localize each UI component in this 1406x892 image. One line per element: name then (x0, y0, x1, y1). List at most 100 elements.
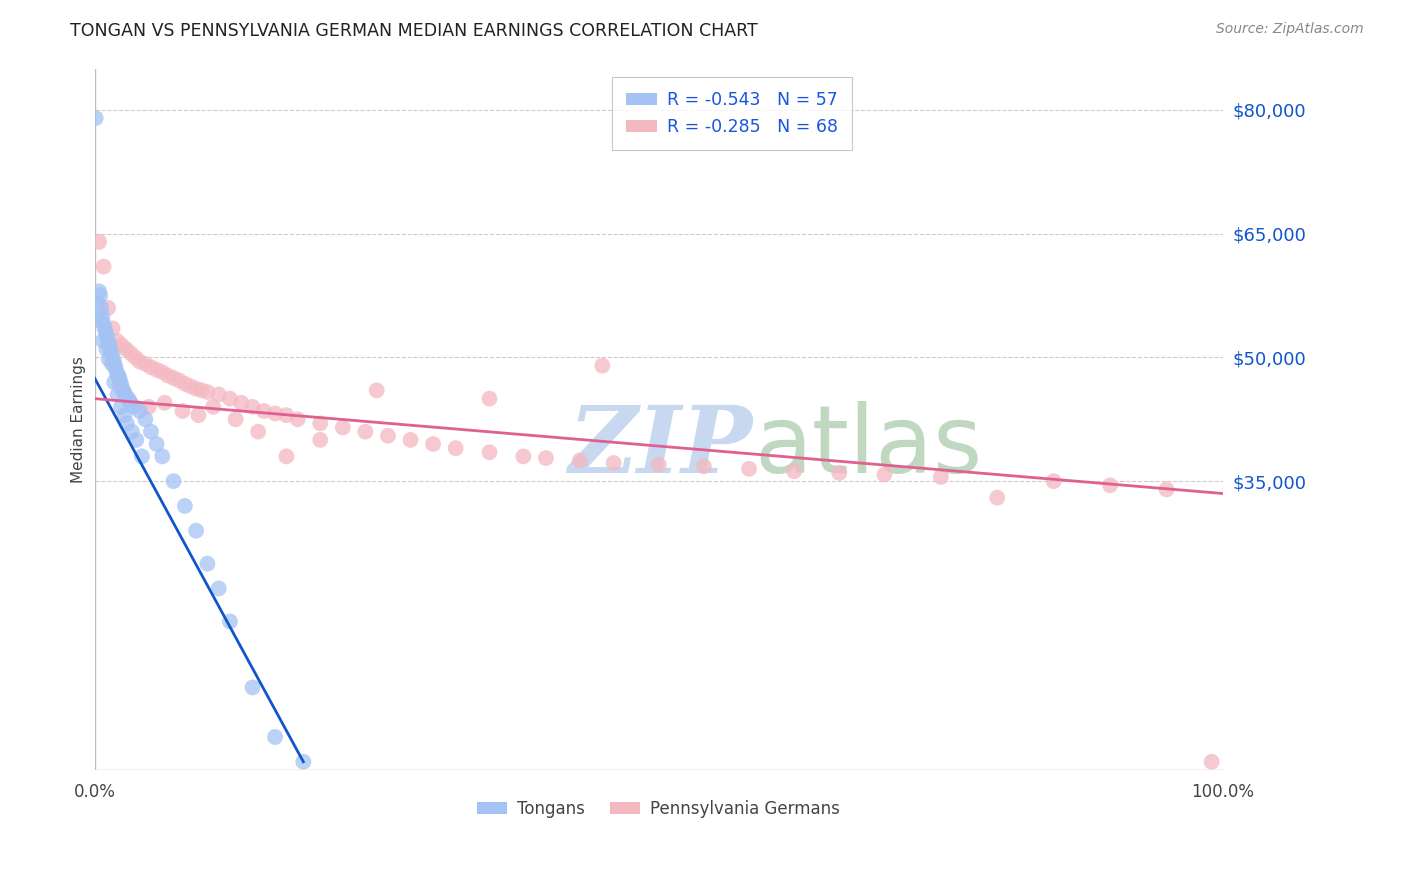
Point (247, 425, 270, 439)
Point (162, 474, 184, 488)
Point (1201, 755, 1223, 769)
Point (187, 408, 209, 422)
Point (94, 326, 117, 340)
Point (873, 467, 896, 482)
Point (101, 357, 124, 371)
Point (139, 425, 162, 439)
Point (108, 379, 131, 393)
Point (150, 450, 173, 464)
Point (90, 301, 112, 315)
Point (107, 387, 129, 401)
Point (145, 437, 167, 451)
Text: ZIP: ZIP (568, 402, 752, 492)
Point (84, 111, 107, 125)
Point (105, 363, 128, 377)
Point (93, 260, 115, 274)
Point (287, 412, 309, 426)
Point (512, 450, 534, 464)
Point (89, 288, 111, 302)
Point (145, 363, 167, 377)
Point (399, 433, 422, 447)
Point (100, 346, 122, 360)
Point (105, 367, 128, 381)
Point (122, 400, 145, 414)
Point (354, 425, 377, 439)
Point (219, 615, 242, 629)
Point (115, 342, 138, 356)
Point (87, 285, 110, 299)
Point (96, 342, 118, 356)
Point (101, 321, 124, 335)
Point (264, 730, 287, 744)
Point (478, 445, 501, 459)
Point (648, 458, 671, 472)
Point (179, 379, 201, 393)
Point (197, 557, 219, 571)
Point (93, 318, 115, 332)
Point (253, 404, 276, 418)
Point (444, 441, 467, 455)
Point (108, 371, 131, 385)
Point (422, 437, 444, 451)
Point (120, 346, 142, 360)
Point (153, 396, 176, 410)
Point (225, 412, 247, 426)
Point (602, 456, 624, 470)
Point (276, 408, 298, 422)
Point (117, 393, 139, 408)
Point (90, 313, 112, 327)
Point (91, 309, 114, 323)
Point (104, 359, 127, 373)
Point (1042, 474, 1064, 488)
Point (184, 382, 207, 396)
Point (184, 524, 207, 538)
Point (377, 429, 399, 443)
Point (87, 235, 110, 249)
Point (97, 351, 120, 366)
Point (202, 400, 225, 414)
Point (568, 453, 591, 467)
Point (197, 384, 219, 399)
Point (115, 390, 138, 404)
Point (134, 412, 156, 426)
Point (828, 466, 851, 480)
Point (114, 387, 136, 401)
Point (738, 462, 761, 476)
Text: TONGAN VS PENNSYLVANIA GERMAN MEDIAN EARNINGS CORRELATION CHART: TONGAN VS PENNSYLVANIA GERMAN MEDIAN EAR… (70, 22, 758, 40)
Text: atlas: atlas (755, 401, 983, 493)
Point (693, 459, 716, 474)
Point (111, 379, 134, 393)
Point (105, 334, 128, 348)
Point (208, 582, 231, 596)
Point (101, 351, 124, 365)
Point (783, 464, 806, 478)
Point (191, 384, 214, 398)
Point (97, 334, 120, 348)
Point (139, 360, 162, 375)
Point (1156, 483, 1178, 497)
Point (125, 433, 148, 447)
Point (478, 392, 501, 406)
Point (128, 404, 150, 418)
Point (91, 334, 114, 348)
Point (110, 375, 132, 389)
Point (120, 396, 142, 410)
Point (242, 400, 264, 414)
Point (219, 392, 242, 406)
Point (117, 392, 139, 406)
Point (128, 354, 150, 368)
Y-axis label: Median Earnings: Median Earnings (72, 356, 86, 483)
Point (97, 301, 120, 315)
Point (172, 404, 194, 418)
Point (231, 396, 253, 410)
Point (167, 374, 190, 388)
Point (156, 368, 179, 383)
Text: Source: ZipAtlas.com: Source: ZipAtlas.com (1216, 22, 1364, 37)
Point (264, 407, 287, 421)
Point (103, 354, 125, 368)
Point (309, 417, 332, 431)
Point (929, 470, 952, 484)
Point (111, 384, 134, 398)
Point (98, 342, 121, 356)
Point (173, 376, 195, 391)
